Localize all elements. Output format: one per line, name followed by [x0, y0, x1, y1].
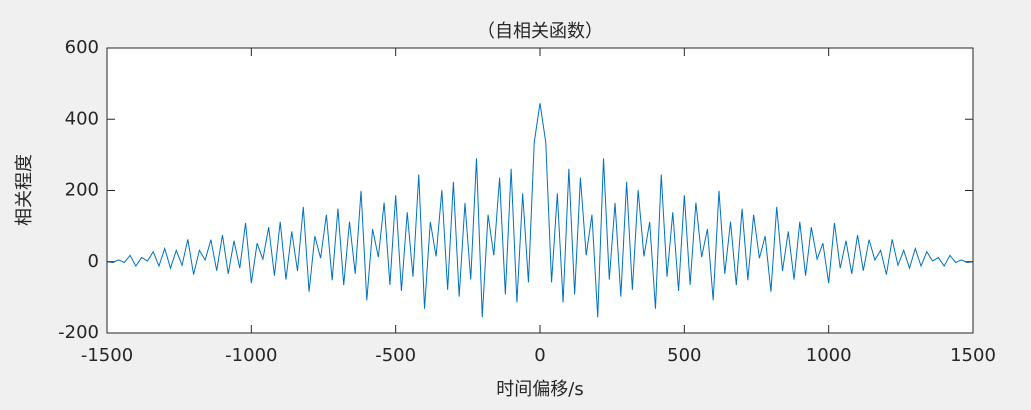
chart-title: （自相关函数） — [477, 21, 603, 42]
x-axis-label: 时间偏移/s — [496, 379, 583, 400]
x-tick-label: 500 — [667, 345, 701, 366]
plot-area — [106, 47, 974, 334]
x-tick-label: -1500 — [81, 345, 133, 366]
y-tick-label: 200 — [65, 180, 99, 201]
data-line — [106, 103, 974, 318]
y-tick-label: 0 — [88, 251, 99, 272]
y-tick-label: 600 — [65, 37, 99, 58]
y-tick-label: -200 — [58, 322, 99, 343]
y-axis-label: 相关程度 — [14, 154, 35, 226]
x-tick-label: 1000 — [806, 345, 852, 366]
x-tick-label: 1500 — [950, 345, 996, 366]
y-tick-label: 400 — [65, 108, 99, 129]
x-tick-label: -500 — [375, 345, 416, 366]
x-tick-label: -1000 — [225, 345, 277, 366]
x-tick-label: 0 — [534, 345, 545, 366]
